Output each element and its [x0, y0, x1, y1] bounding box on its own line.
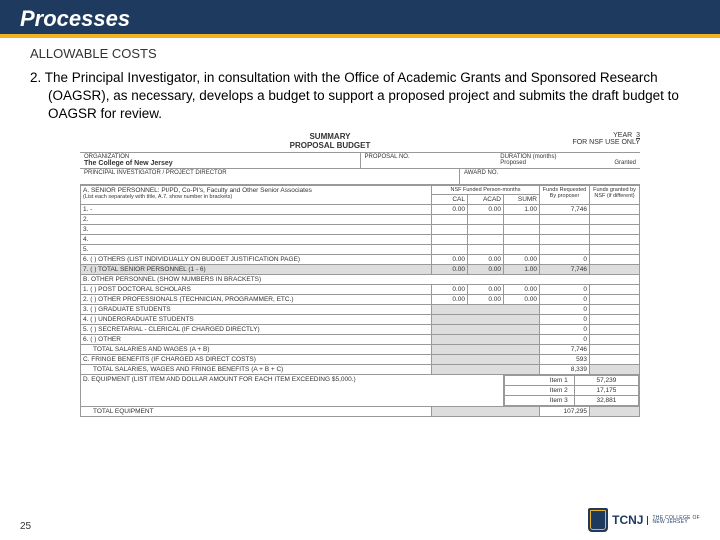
- table-row: 4.: [81, 234, 640, 244]
- table-row: 1. ( ) POST DOCTORAL SCHOLARS0.000.000.0…: [81, 284, 640, 294]
- body-text: 2. The Principal Investigator, in consul…: [0, 65, 720, 132]
- table-row: 4. ( ) UNDERGRADUATE STUDENTS0: [81, 314, 640, 324]
- slide-title: Processes: [20, 6, 700, 32]
- shield-icon: [588, 508, 608, 532]
- logo-main: TCNJ: [612, 515, 643, 526]
- tcnj-logo: TCNJ THE COLLEGE OF NEW JERSEY: [588, 508, 700, 532]
- form-title: SUMMARY PROPOSAL BUDGET: [200, 132, 460, 150]
- form-header-right: YEAR 3 FOR NSF USE ONLY: [460, 132, 640, 146]
- table-row: TOTAL SALARIES AND WAGES (A + B)7,746: [81, 344, 640, 354]
- slide-footer: 25 TCNJ THE COLLEGE OF NEW JERSEY: [0, 508, 720, 532]
- list-text: The Principal Investigator, in consultat…: [45, 70, 679, 121]
- table-row: 6. ( ) OTHERS (LIST INDIVIDUALLY ON BUDG…: [81, 254, 640, 264]
- table-row: 3. ( ) GRADUATE STUDENTS0: [81, 304, 640, 314]
- table-row: 5.: [81, 244, 640, 254]
- page-number: 25: [20, 521, 31, 532]
- form-pi-row: PRINCIPAL INVESTIGATOR / PROJECT DIRECTO…: [80, 169, 640, 185]
- budget-table: A. SENIOR PERSONNEL: PI/PD, Co-PI's, Fac…: [80, 185, 640, 417]
- table-row: 2. ( ) OTHER PROFESSIONALS (TECHNICIAN, …: [81, 294, 640, 304]
- table-row: 6. ( ) OTHER0: [81, 334, 640, 344]
- table-row: 5. ( ) SECRETARIAL - CLERICAL (IF CHARGE…: [81, 324, 640, 334]
- table-row: 1. -0.000.001.007,746: [81, 204, 640, 214]
- section-subtitle: ALLOWABLE COSTS: [0, 38, 720, 65]
- table-row: C. FRINGE BENEFITS (IF CHARGED AS DIRECT…: [81, 354, 640, 364]
- slide-header: Processes: [0, 0, 720, 34]
- table-row: D. EQUIPMENT (LIST ITEM AND DOLLAR AMOUN…: [81, 374, 640, 406]
- table-row: TOTAL SALARIES, WAGES AND FRINGE BENEFIT…: [81, 364, 640, 374]
- list-number: 2.: [30, 70, 41, 85]
- table-row: 2.: [81, 214, 640, 224]
- list-item-2: 2. The Principal Investigator, in consul…: [30, 69, 690, 124]
- table-row: 3.: [81, 224, 640, 234]
- budget-form: SUMMARY PROPOSAL BUDGET YEAR 3 FOR NSF U…: [80, 132, 640, 417]
- form-org-row: ORGANIZATION The College of New Jersey P…: [80, 152, 640, 169]
- table-row: TOTAL EQUIPMENT107,295: [81, 406, 640, 416]
- table-row: 7. ( ) TOTAL SENIOR PERSONNEL (1 - 6)0.0…: [81, 264, 640, 274]
